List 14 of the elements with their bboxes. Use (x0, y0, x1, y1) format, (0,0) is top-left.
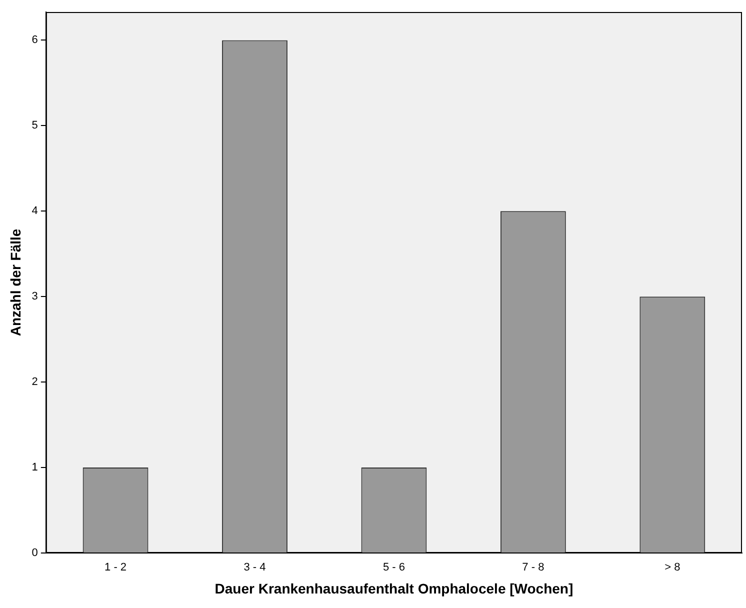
x-tick-label: 3 - 4 (244, 562, 266, 574)
y-tick-label: 3 (32, 290, 38, 303)
y-axis-title: Anzahl der Fälle (7, 228, 24, 336)
x-tick-label: 1 - 2 (104, 562, 127, 574)
y-tick-label: 1 (32, 462, 38, 474)
y-tick-label: 2 (32, 376, 38, 388)
y-tick-label: 6 (32, 34, 38, 46)
x-axis-title: Dauer Krankenhausaufenthalt Omphalocele [Wochen] (214, 580, 574, 596)
x-tick-label: 5 - 6 (382, 562, 405, 574)
y-tick-label: 5 (32, 120, 38, 132)
x-tick-label: > 8 (664, 562, 680, 574)
x-tick-label: 7 - 8 (522, 562, 544, 574)
y-tick-label: 0 (32, 547, 38, 560)
y-tick-label: 4 (32, 205, 38, 218)
